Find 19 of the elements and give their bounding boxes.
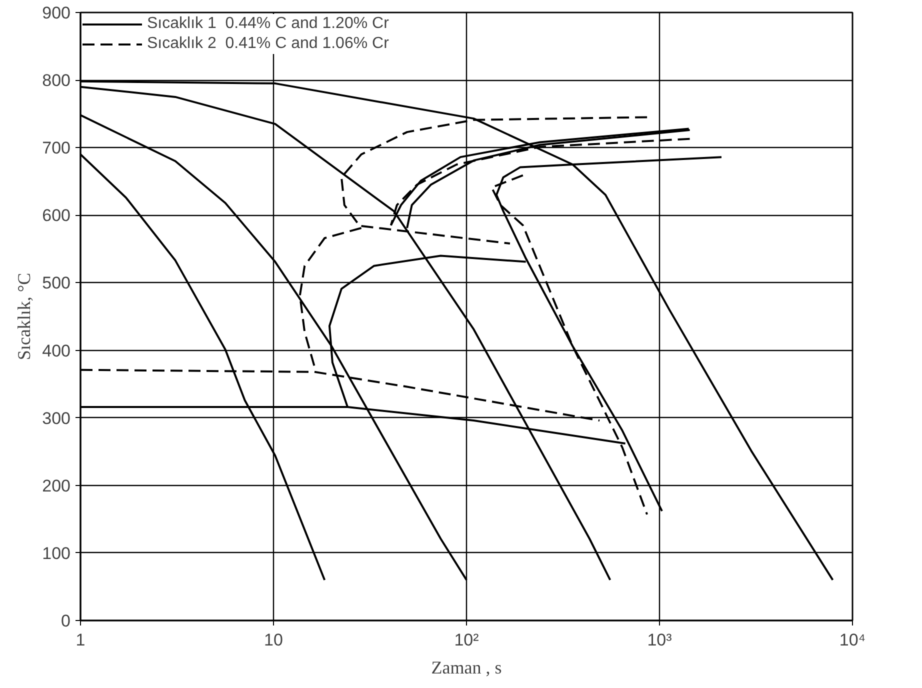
legend-label: Sıcaklık 2 0.41% C and 1.06% Cr — [147, 35, 389, 53]
x-tick-label: 1 — [76, 630, 86, 650]
x-tick-label: 10 — [264, 630, 283, 650]
y-tick-label: 400 — [42, 341, 71, 360]
y-axis-title: Sıcaklık, °C — [14, 272, 34, 360]
x-tick-label: 10³ — [647, 630, 672, 650]
y-tick-label: 0 — [61, 612, 71, 630]
y-tick-label: 600 — [42, 206, 71, 226]
y-tick-label: 900 — [42, 4, 71, 22]
y-tick-label: 100 — [42, 544, 71, 563]
y-tick-label: 200 — [42, 476, 71, 496]
legend-label: Sıcaklık 1 0.44% C and 1.20% Cr — [147, 15, 389, 33]
y-tick-label: 300 — [42, 408, 71, 428]
x-tick-label: 10⁴ — [839, 630, 866, 650]
y-tick-label: 800 — [42, 71, 71, 90]
y-tick-label: 700 — [42, 138, 71, 158]
x-tick-label: 10² — [454, 630, 480, 650]
y-tick-label: 500 — [42, 274, 71, 293]
x-axis-title: Zaman , s — [431, 658, 502, 678]
